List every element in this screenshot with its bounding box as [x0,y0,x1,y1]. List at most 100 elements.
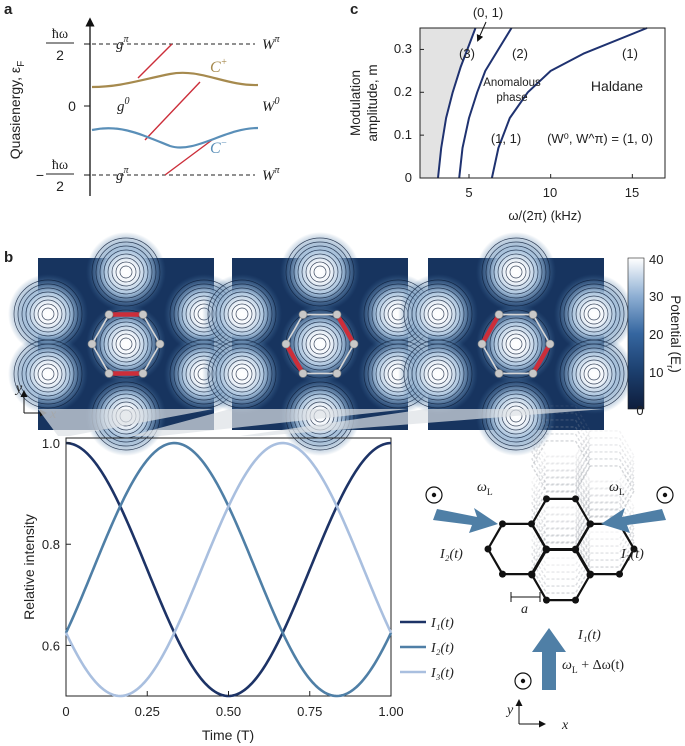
ghost-hex [531,535,591,587]
lattice-stack [531,405,635,594]
strong-bond [531,342,552,375]
series-I1 [65,441,392,698]
panel-letter-a: a [4,1,13,18]
phase-diagram [420,27,648,179]
c-ylabel-line1: Modulation [348,70,363,136]
a-tick-bot-den: 2 [56,178,64,194]
contour [231,363,253,385]
a-tick-mid-label: 0 [68,98,76,114]
ghost-hex [531,470,591,522]
contour [313,265,327,279]
contour [587,307,601,321]
lattice-axis-x: x [561,718,569,733]
potential-maximum [86,304,166,384]
contour [115,261,137,283]
lattice-node [543,495,550,503]
contour [95,241,157,303]
ghost-hex [575,509,635,561]
phase-boundary-2 [458,27,513,179]
lattice-node [484,545,492,553]
hex-bond [91,343,110,374]
contour [37,363,59,385]
a-tick-bot-sign: − [36,167,44,183]
potential-maximum [476,232,556,312]
contour [497,325,535,363]
potential-maximum [554,274,634,354]
contour [427,303,449,325]
contour [33,359,63,389]
a-ylabel: Quasienergy, εF [7,61,27,159]
lattice-site [138,369,148,378]
contour [235,307,249,321]
ghost-hex [575,502,635,554]
contour [423,359,453,389]
a-w-bot-label: Wπ [262,165,281,184]
lattice-site [528,369,538,378]
lattice-site [332,310,342,319]
lattice-site [494,310,504,319]
colorbar-tick-30: 30 [649,289,663,304]
contour [431,307,445,321]
colorbar-tick-40: 40 [649,252,663,267]
intensity-xtick-label: 0 [62,704,69,719]
contour [427,363,449,385]
omega-right-label: ωL [609,480,625,498]
intensity-ytick-label: 1.0 [42,436,60,451]
ghost-hex [575,458,635,510]
potential-maximum [398,334,478,414]
contour [99,245,153,299]
contour [33,299,63,329]
strong-bond [480,313,501,346]
contour [407,343,469,405]
contour [481,237,551,307]
a-edge-state-1 [137,43,173,79]
lattice-site [138,310,148,319]
a-tick-top-num: ħω [52,27,68,42]
c-plot-frame [419,27,666,179]
lattice-site [477,339,487,349]
ghost-hex [531,507,591,559]
colorbar-tick-10: 10 [649,365,663,380]
contour [313,337,327,351]
legend-label-I2: I₂(t) [430,641,454,656]
contour [305,329,335,359]
intensity-ytick-label: 0.6 [42,638,60,653]
c-region-10: (W⁰, W^π) = (1, 0) [547,131,653,146]
c-region-11: (1, 1) [491,131,521,146]
intensity-ytick-label: 0.8 [42,537,60,552]
legend-label-I1: I₁(t) [430,616,454,631]
contour [119,265,133,279]
phase-boundary-1 [437,27,477,179]
contour [305,257,335,287]
contour [587,367,601,381]
c-xtick-15: 15 [625,185,639,200]
intensity-xtick-label: 1.00 [378,704,403,719]
hex-bond [336,343,355,374]
lattice-node [587,570,594,578]
contour [219,351,265,397]
potential-map-3 [398,232,634,456]
ghost-hex [575,516,635,568]
contour [41,307,55,321]
ghost-hex [575,465,635,517]
fan-1 [38,409,213,436]
contour [415,351,461,397]
ghost-hex [531,477,591,529]
contour [419,295,457,333]
intensity-xlabel: Time (T) [202,727,254,743]
contour [103,321,149,367]
ghost-hex [531,440,591,492]
contour [403,339,473,409]
contour [411,347,465,401]
c-anomalous-2: phase [496,92,527,104]
intensity-xtick-label: 0.25 [135,704,160,719]
contour [575,355,613,393]
contour [21,347,75,401]
contour [583,363,605,385]
a-gap-bot-label: gπ [116,165,130,184]
lattice-node [616,570,623,578]
contour [17,343,79,405]
intensity-yticks: 0.6 0.8 1.0 [42,436,71,653]
lattice-site [104,310,114,319]
